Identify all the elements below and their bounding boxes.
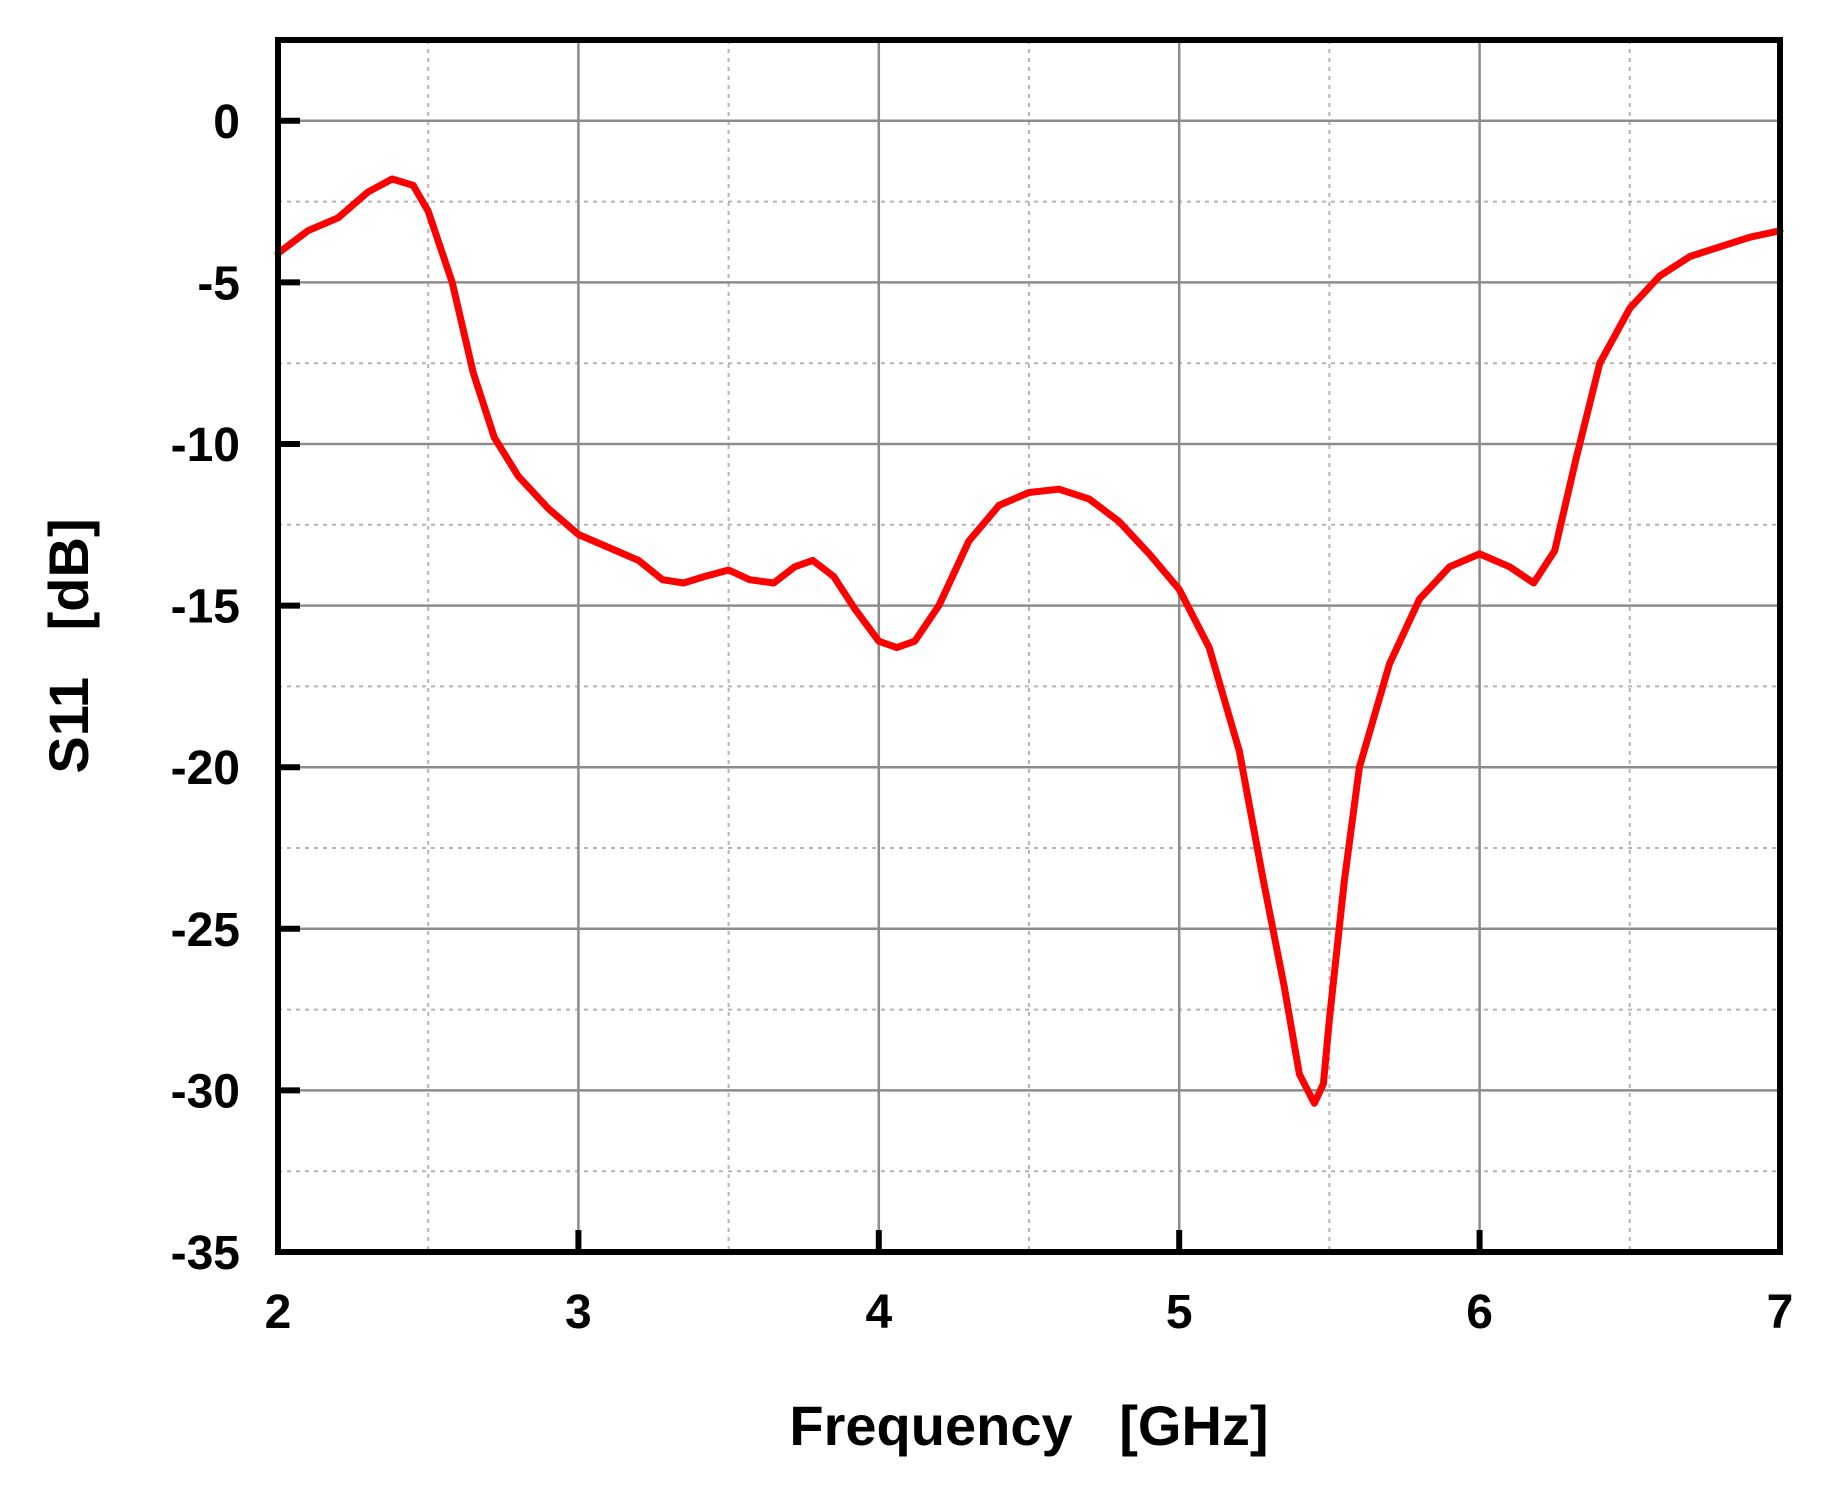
y-axis-title: S11 [dB] [37,518,100,773]
x-axis-title: Frequency [GHz] [789,1394,1268,1457]
minor-gridlines [278,40,1780,1252]
y-tick-labels: 0 -5 -10 -15 -20 -25 -30 -35 [171,96,240,1280]
major-gridlines [278,40,1780,1252]
x-tick-label: 5 [1166,1286,1193,1339]
axis-ticks [275,117,1783,1255]
y-tick-label: 0 [213,96,240,149]
y-tick-label: -15 [171,581,240,634]
x-tick-label: 3 [565,1286,592,1339]
x-tick-labels: 2 3 4 5 6 7 [265,1286,1794,1339]
y-tick-label: -5 [197,257,240,310]
y-tick-label: -10 [171,419,240,472]
y-tick-label: -25 [171,904,240,957]
plot-frame [275,37,1783,1255]
y-tick-label: -30 [171,1065,240,1118]
s11-series-line [274,175,1784,1107]
y-tick-label: -35 [171,1227,240,1280]
y-tick-label: -20 [171,742,240,795]
x-tick-label: 2 [265,1286,292,1339]
x-tick-label: 6 [1466,1286,1493,1339]
series-layer [274,175,1784,1107]
x-tick-label: 4 [865,1286,892,1339]
x-tick-label: 7 [1767,1286,1794,1339]
